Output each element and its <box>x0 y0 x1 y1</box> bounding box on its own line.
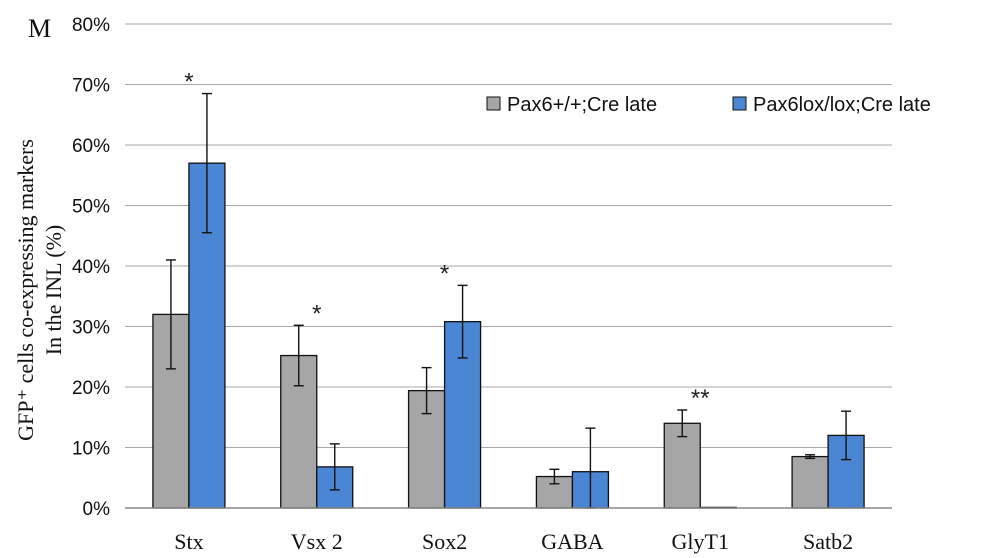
bar-control <box>791 455 829 509</box>
x-tick-label: Vsx 2 <box>291 529 343 554</box>
y-tick-label: 60% <box>72 136 110 157</box>
significance-markers: ***** <box>184 69 709 412</box>
significance-star: * <box>184 69 193 96</box>
y-tick-label: 50% <box>72 197 110 218</box>
y-tick-label: 70% <box>72 76 110 97</box>
y-tick-label: 10% <box>72 439 110 460</box>
bars <box>152 162 865 509</box>
y-axis-label-line1: GFP⁺ cells co-expressing markers <box>13 139 38 441</box>
x-tick-label: Satb2 <box>803 529 853 554</box>
legend-swatch <box>732 96 747 111</box>
x-tick-label: Sox2 <box>422 529 467 554</box>
legend: Pax6+/+;Cre late Pax6lox/lox;Cre late <box>486 94 931 116</box>
bar-control <box>663 422 701 509</box>
significance-star: * <box>440 260 449 287</box>
gridlines <box>125 23 892 448</box>
panel-label: M <box>28 14 51 43</box>
x-tick-label: GABA <box>541 529 603 554</box>
legend-label: Pax6+/+;Cre late <box>507 94 657 116</box>
error-bars <box>165 92 852 509</box>
legend-swatch <box>486 96 501 111</box>
y-tick-label: 30% <box>72 318 110 339</box>
x-tick-label: GlyT1 <box>672 529 729 554</box>
y-tick-label: 0% <box>83 499 111 520</box>
x-axis-ticks: Stx Vsx 2 Sox2 GABA GlyT1 Satb2 <box>174 529 853 554</box>
x-tick-label: Stx <box>174 529 203 554</box>
y-tick-label: 40% <box>72 257 110 278</box>
y-tick-label: 80% <box>72 15 110 36</box>
y-axis-ticks: 0% 10% 20% 30% 40% 50% 60% 70% 80% <box>72 15 110 520</box>
y-axis-label-line2: In the INL (%) <box>41 225 66 356</box>
y-axis-label: GFP⁺ cells co-expressing markers In the … <box>13 139 66 441</box>
legend-label: Pax6lox/lox;Cre late <box>753 94 931 116</box>
y-tick-label: 20% <box>72 378 110 399</box>
significance-star: ** <box>691 385 710 412</box>
significance-star: * <box>312 300 321 327</box>
